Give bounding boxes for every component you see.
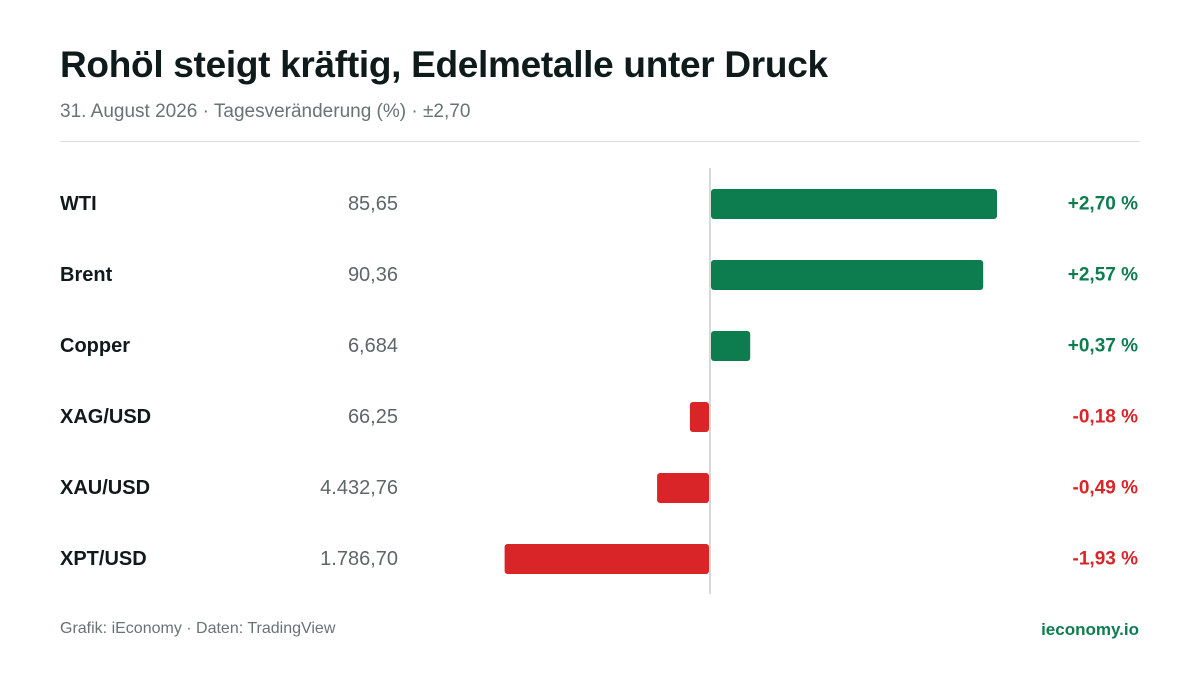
value-label: -0,49 %: [1073, 478, 1139, 499]
source-note: Grafik: iEconomy · Daten: TradingView: [60, 620, 336, 637]
value-label: -0,18 %: [1073, 407, 1139, 428]
price-label: 66,25: [348, 406, 398, 428]
value-label: +2,57 %: [1068, 265, 1138, 286]
price-label: 1.786,70: [320, 548, 398, 570]
value-label: -1,93 %: [1073, 549, 1139, 570]
price-label: 85,65: [348, 193, 398, 215]
category-label: XPT/USD: [60, 548, 147, 570]
price-label: 4.432,76: [320, 477, 398, 499]
price-label: 6,684: [348, 335, 398, 357]
bar: [504, 544, 709, 574]
header-divider: [60, 141, 1140, 142]
brand-link[interactable]: ieconomy.io: [1041, 620, 1139, 639]
chart-subtitle: 31. August 2026 · Tagesveränderung (%) ·…: [60, 101, 471, 122]
bar: [657, 473, 709, 503]
category-label: XAU/USD: [60, 477, 150, 499]
bar: [711, 189, 997, 219]
bar: [711, 260, 984, 290]
price-label: 90,36: [348, 264, 398, 286]
bar: [711, 331, 751, 361]
bar: [689, 402, 709, 432]
category-label: WTI: [60, 193, 97, 215]
category-label: Copper: [60, 335, 130, 357]
value-label: +2,70 %: [1068, 194, 1138, 215]
chart-title: Rohöl steigt kräftig, Edelmetalle unter …: [60, 44, 828, 85]
value-label: +0,37 %: [1068, 336, 1138, 357]
category-label: Brent: [60, 264, 113, 286]
category-label: XAG/USD: [60, 406, 151, 428]
